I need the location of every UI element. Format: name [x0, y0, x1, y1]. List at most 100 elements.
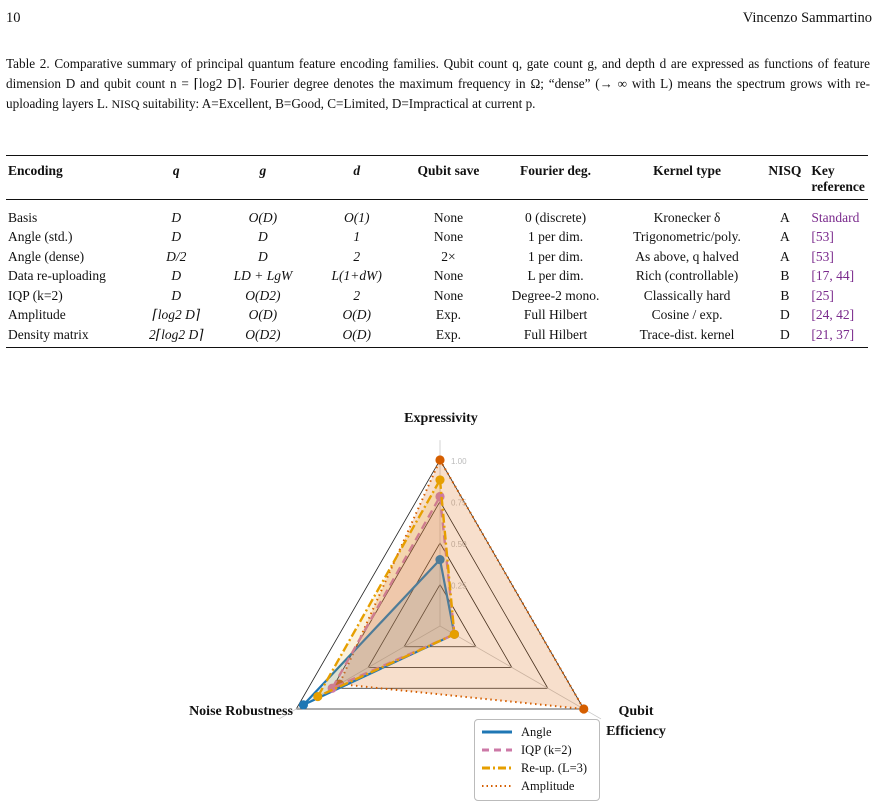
table-cell: O(D): [248, 209, 278, 225]
table-cell: 1 per dim.: [527, 248, 584, 264]
col-header: Kernel type: [613, 155, 761, 200]
col-header: q: [140, 155, 212, 200]
table-cell: 1: [353, 229, 361, 245]
table-cell: B: [780, 287, 790, 303]
table-cell: D: [171, 229, 182, 245]
series-point: [449, 629, 459, 639]
table-cell: 2: [353, 248, 361, 264]
table-cell: 0 (discrete): [524, 209, 587, 225]
table-cell: D: [171, 287, 182, 303]
table-row: Amplitude ⌈log2 D⌉ O(D) O(D) Exp. Full Hilber…: [6, 306, 868, 326]
legend-item: IQP (k=2): [475, 741, 599, 759]
tick-label: 0.75: [451, 499, 467, 508]
table-caption: Table 2. Comparative summary of principa…: [6, 54, 870, 114]
radar-chart: 0.25 0.50 0.75 1.00: [278, 440, 602, 720]
table-cell: A: [780, 248, 790, 264]
table-cell: None: [433, 229, 464, 245]
axis-label-qubit-efficiency: Qubit Efficiency: [606, 704, 666, 739]
table-cell: O(D): [342, 307, 371, 323]
table-cell: 2×: [441, 248, 456, 264]
col-header: d: [313, 155, 400, 200]
table-cell[interactable]: [25]: [811, 287, 834, 303]
tick-label: 0.50: [451, 540, 467, 549]
table-cell: Rich (controllable): [635, 268, 739, 284]
encoding-table: Encoding q g d Qubit save Fourier deg. K…: [6, 155, 868, 348]
table-cell: Degree-2 mono.: [511, 287, 600, 303]
table-cell: A: [780, 229, 790, 245]
caption-lead: Table 2.: [6, 56, 50, 71]
table-row: Angle (std.) D D 1 None 1 per dim. Trigonometr…: [6, 228, 868, 248]
table-cell: B: [780, 268, 790, 284]
table-cell: None: [433, 287, 464, 303]
table-cell: O(D2): [211, 325, 314, 348]
table-cell[interactable]: [53]: [811, 248, 834, 264]
grid-ring: [331, 500, 549, 689]
table-cell: Kronecker δ: [653, 209, 721, 225]
table-cell: Angle (std.): [8, 229, 73, 245]
table-row: Angle (dense) D/2 D 2 2× 1 per dim. As above, …: [6, 247, 868, 267]
table-cell: Full Hilbert: [497, 325, 614, 348]
grid-ring: [295, 459, 585, 710]
legend-swatch-reup: [482, 766, 512, 770]
grid-ring: [367, 542, 513, 668]
table-cell: Exp.: [399, 325, 498, 348]
series-point: [435, 555, 445, 565]
legend-label: Angle: [521, 725, 552, 739]
table-cell[interactable]: [53]: [811, 229, 834, 245]
table-cell: D: [780, 307, 790, 323]
table-cell: O(D2): [245, 287, 281, 303]
table-cell: As above, q halved: [635, 248, 739, 264]
table-cell: 2⌈log2 D⌉: [140, 325, 212, 348]
table-cell: D/2: [166, 248, 187, 264]
series-polygon: [337, 457, 586, 711]
col-header: Key reference: [809, 155, 868, 200]
legend-item: Angle: [475, 723, 599, 741]
table-row: IQP (k=2) D O(D2) 2 None Degree-2 mono. Classi…: [6, 286, 868, 306]
table-cell[interactable]: [24, 42]: [811, 307, 855, 323]
table-cell: Classically hard: [643, 287, 731, 303]
table-cell[interactable]: [17, 44]: [811, 268, 855, 284]
table-cell: A: [780, 209, 790, 225]
table-cell[interactable]: [21, 37]: [809, 325, 868, 348]
table-cell: Angle (dense): [8, 248, 85, 264]
caption-suitability: suitability: A=Excellent, B=Good, C=Limi…: [142, 96, 536, 111]
table-cell: D: [171, 209, 182, 225]
table-cell: None: [433, 209, 464, 225]
axis-label-expressivity: Expressivity: [404, 411, 478, 426]
table-cell: D: [760, 325, 810, 348]
series-point: [298, 700, 309, 710]
legend-label: IQP (k=2): [521, 743, 572, 757]
table-cell: Standard: [811, 209, 860, 225]
table-cell: O(D): [313, 325, 400, 348]
series-point: [579, 704, 589, 714]
series-point: [435, 475, 445, 485]
table-cell: Data re-uploading: [8, 268, 106, 284]
chart-legend: Angle IQP (k=2) Re-up. (L=3) Amplitude: [474, 719, 600, 801]
table-cell: O(D): [248, 307, 278, 323]
table-cell: D: [171, 268, 182, 284]
table-cell: Trigonometric/poly.: [633, 229, 741, 245]
axis-label-noise-robustness: Noise Robustness: [189, 704, 293, 719]
table-row: Data re-uploading D LD + LgW L(1+dW) None L p…: [6, 267, 868, 287]
running-author: Vincenzo Sammartino: [742, 10, 872, 26]
table-cell: L per dim.: [527, 268, 584, 284]
table-cell: Trace-dist. kernel: [613, 325, 761, 348]
col-header: Encoding: [6, 155, 141, 200]
table-cell: 1 per dim.: [527, 229, 584, 245]
table-cell: O(1): [343, 209, 370, 225]
legend-swatch-iqp: [482, 748, 512, 752]
table-cell: D: [258, 229, 268, 245]
tick-label: 0.25: [451, 582, 467, 591]
table-row: Basis D O(D) O(1) None 0 (discrete) Kronecker …: [6, 200, 868, 228]
series-point: [313, 691, 323, 702]
grid-ring: [403, 583, 477, 648]
caption-text: Comparative summary of principal quantum…: [6, 56, 870, 111]
table-cell: LD + LgW: [233, 268, 293, 284]
table-row: Density matrix 2⌈log2 D⌉ O(D2) O(D) Exp. Full…: [6, 325, 868, 348]
table-cell: Cosine / exp.: [651, 307, 723, 323]
table-cell: 2: [353, 287, 361, 303]
legend-swatch-angle: [482, 730, 512, 734]
caption-nisq: NISQ: [111, 97, 140, 111]
table-cell: D: [258, 248, 268, 264]
legend-item: Amplitude: [475, 777, 599, 795]
